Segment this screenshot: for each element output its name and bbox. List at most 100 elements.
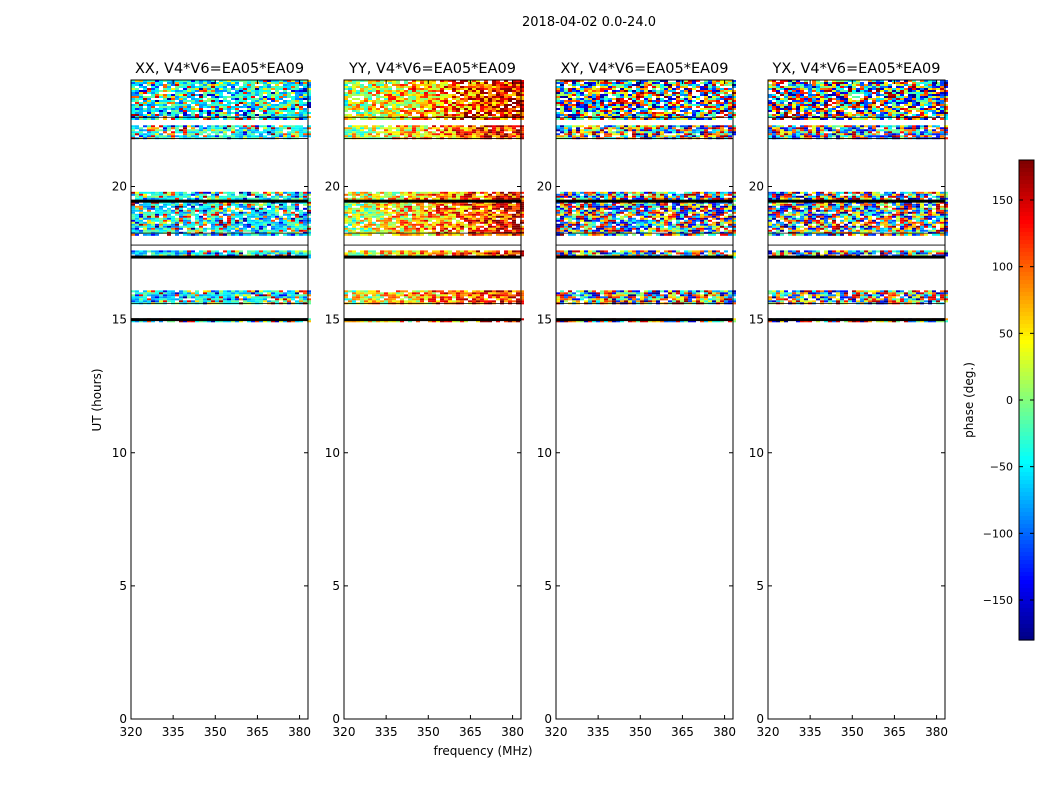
colorbar-segment <box>1019 268 1034 273</box>
y-tick-label: 0 <box>756 712 764 726</box>
colorbar-segment <box>1019 436 1034 441</box>
panel-xy: XY, V4*V6=EA05*EA09 320 335 350 365 380 0 5 10 15… <box>537 61 736 739</box>
dark-line <box>556 255 733 259</box>
panels-group: XX, V4*V6=EA05*EA09 320 335 350 365 380 0 5 10 15… <box>112 61 948 739</box>
colorbar-segment <box>1019 164 1034 169</box>
y-tick-label: 15 <box>537 313 552 327</box>
colorbar-segment <box>1019 404 1034 409</box>
x-tick-label: 320 <box>120 725 143 739</box>
panel-title: XX, V4*V6=EA05*EA09 <box>135 61 304 77</box>
x-tick-label: 320 <box>545 725 568 739</box>
colorbar-segment <box>1019 212 1034 217</box>
y-tick-label: 0 <box>119 712 127 726</box>
colorbar-segment <box>1019 180 1034 185</box>
y-tick-label: 10 <box>749 446 764 460</box>
colorbar-segment <box>1019 264 1034 269</box>
colorbar-segment <box>1019 328 1034 333</box>
colorbar-segment <box>1019 248 1034 253</box>
panel-frame <box>130 79 309 720</box>
x-tick-label: 350 <box>629 725 652 739</box>
colorbar-segment <box>1019 324 1034 329</box>
x-tick-label: 350 <box>417 725 440 739</box>
y-tick-label: 15 <box>749 313 764 327</box>
colorbar-segment <box>1019 228 1034 233</box>
colorbar-segment <box>1019 232 1034 237</box>
dark-line <box>768 255 945 259</box>
colorbar-tick-label: −100 <box>983 527 1013 540</box>
colorbar-segment <box>1019 572 1034 577</box>
colorbar-segment <box>1019 332 1034 337</box>
x-tick-label: 350 <box>841 725 864 739</box>
dark-line <box>556 199 733 203</box>
x-tick-label: 380 <box>501 725 524 739</box>
colorbar-segment <box>1019 236 1034 241</box>
panel-background <box>768 80 945 719</box>
colorbar-segment <box>1019 284 1034 289</box>
panel-title: YX, V4*V6=EA05*EA09 <box>771 61 940 77</box>
colorbar-segment <box>1019 260 1034 265</box>
colorbar-tick-label: 150 <box>992 194 1013 207</box>
y-tick-label: 10 <box>325 446 340 460</box>
y-tick-label: 15 <box>112 313 127 327</box>
colorbar-segment <box>1019 596 1034 601</box>
colorbar-segment <box>1019 336 1034 341</box>
colorbar-segment <box>1019 412 1034 417</box>
colorbar-segment <box>1019 516 1034 521</box>
colorbar-segment <box>1019 272 1034 277</box>
colorbar-segment <box>1019 168 1034 173</box>
colorbar-segment <box>1019 424 1034 429</box>
colorbar-segment <box>1019 160 1034 165</box>
colorbar-segment <box>1019 464 1034 469</box>
colorbar-segment <box>1019 472 1034 477</box>
y-tick-label: 5 <box>756 579 764 593</box>
colorbar-segment <box>1019 504 1034 509</box>
colorbar-segment <box>1019 496 1034 501</box>
colorbar-segment <box>1019 408 1034 413</box>
colorbar-segment <box>1019 316 1034 321</box>
colorbar-segment <box>1019 376 1034 381</box>
x-tick-label: 380 <box>288 725 311 739</box>
panel-yy: YY, V4*V6=EA05*EA09 320 335 350 365 380 0 5 10 15… <box>325 61 524 739</box>
colorbar-segment <box>1019 420 1034 425</box>
dark-line <box>556 318 733 322</box>
heatmap-cells <box>768 80 948 323</box>
dark-line <box>344 318 521 322</box>
colorbar-segment <box>1019 484 1034 489</box>
dark-line <box>768 318 945 322</box>
colorbar-segment <box>1019 580 1034 585</box>
dark-line <box>131 318 308 322</box>
colorbar-segment <box>1019 304 1034 309</box>
colorbar-tick-label: −50 <box>990 461 1013 474</box>
y-tick-label: 20 <box>325 180 340 194</box>
colorbar-segment <box>1019 528 1034 533</box>
colorbar: −150 −100 −50 0 50 100 150 <box>983 159 1035 641</box>
dark-line <box>768 199 945 203</box>
colorbar-segment <box>1019 524 1034 529</box>
colorbar-segment <box>1019 308 1034 313</box>
panel-frame <box>343 79 522 720</box>
heatmap-cells <box>556 80 736 323</box>
colorbar-segment <box>1019 280 1034 285</box>
colorbar-segment <box>1019 392 1034 397</box>
colorbar-segment <box>1019 624 1034 629</box>
colorbar-segment <box>1019 252 1034 257</box>
dark-line <box>131 199 308 203</box>
panel-title: YY, V4*V6=EA05*EA09 <box>348 61 516 77</box>
colorbar-segment <box>1019 360 1034 365</box>
y-tick-label: 20 <box>749 180 764 194</box>
dark-line <box>131 255 308 259</box>
panel-yx: YX, V4*V6=EA05*EA09 320 335 350 365 380 0 5 10 15… <box>749 61 948 739</box>
colorbar-segment <box>1019 368 1034 373</box>
colorbar-segment <box>1019 400 1034 405</box>
y-tick-label: 15 <box>325 313 340 327</box>
colorbar-segment <box>1019 612 1034 617</box>
colorbar-segment <box>1019 184 1034 189</box>
colorbar-segment <box>1019 608 1034 613</box>
figure-suptitle: 2018-04-02 0.0-24.0 <box>522 15 656 30</box>
colorbar-segment <box>1019 460 1034 465</box>
colorbar-segment <box>1019 364 1034 369</box>
colorbar-segment <box>1019 588 1034 593</box>
y-tick-label: 0 <box>332 712 340 726</box>
colorbar-segment <box>1019 196 1034 201</box>
colorbar-segment <box>1019 312 1034 317</box>
